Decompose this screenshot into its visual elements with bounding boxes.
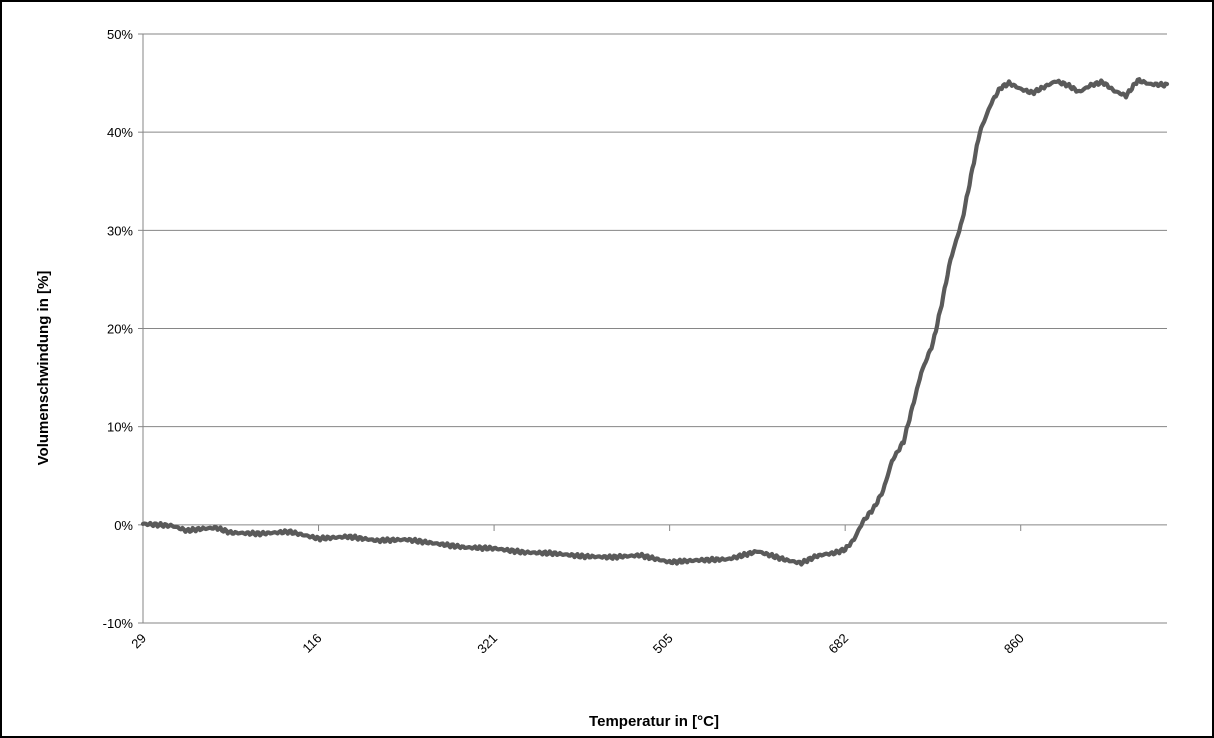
x-tick-label: 682 [825,631,851,657]
y-tick-label: 20% [107,322,133,337]
x-tick-label: 321 [474,631,500,657]
x-tick-label: 116 [299,631,324,656]
x-tick-label: 505 [650,631,676,657]
x-axis: 29 116 321 505 682 860 [128,525,1167,656]
y-axis-title: Volumenschwindung in [%] [35,271,52,466]
x-tick-label: 29 [128,631,149,652]
y-axis: 50% 40% 30% 20% 10% 0% -10% [103,27,144,631]
y-tick-label: 40% [107,125,133,140]
y-tick-label: 50% [107,27,133,42]
y-tick-label: 30% [107,223,133,238]
series-line [140,77,1170,567]
y-tick-label: 10% [107,420,133,435]
x-axis-title: Temperatur in [°C] [589,713,719,730]
y-tick-label: 0% [114,518,133,533]
y-tick-label: -10% [103,616,134,631]
x-tick-label: 860 [1001,631,1027,657]
gridlines [143,33,1167,526]
